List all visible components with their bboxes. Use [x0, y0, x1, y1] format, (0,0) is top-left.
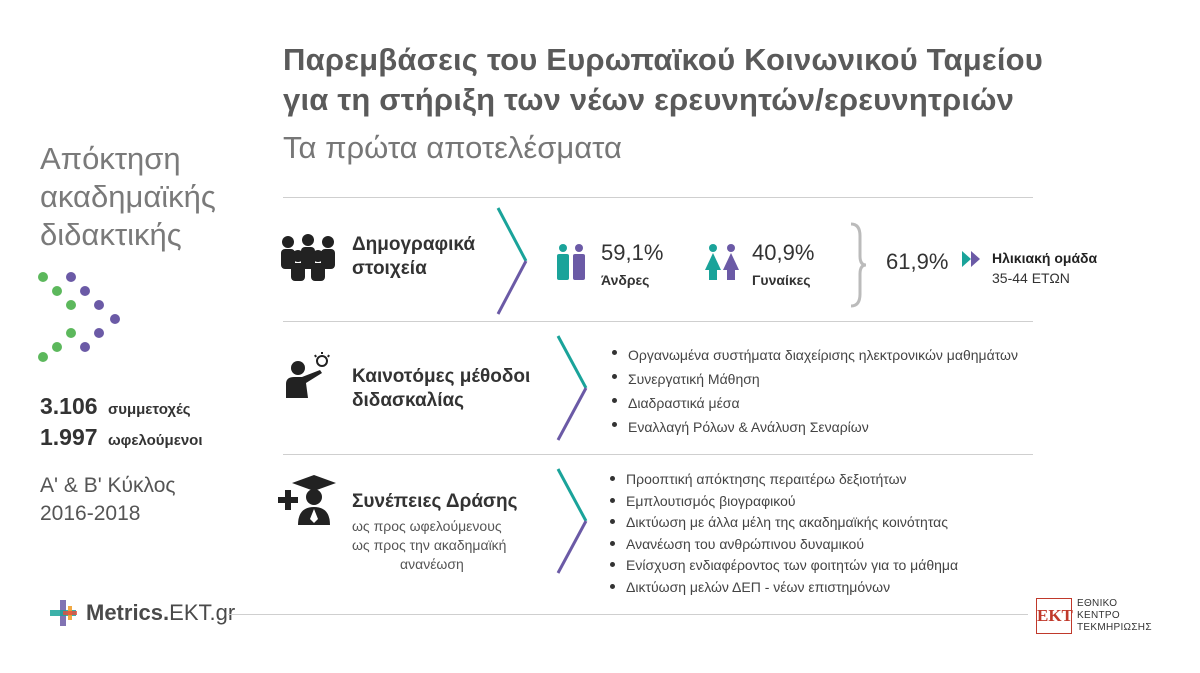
ekt-logo-text: ΕΘΝΙΚΟ ΚΕΝΤΡΟ ΤΕΚΜΗΡΙΩΣΗΣ — [1077, 598, 1152, 634]
left-title-line-3: διδακτικής — [40, 217, 182, 252]
cycle-line-1: Α' & Β' Κύκλος — [40, 474, 176, 497]
impact-sublabel: ως προς ωφελούμενους ως προς την ακαδημα… — [352, 517, 532, 574]
ekt-logo-mark: ΕΚΤ — [1037, 606, 1073, 625]
impact-list: Προοπτική απόκτησης περαιτέρω δεξιοτήτων… — [608, 469, 1028, 598]
left-title-line-2: ακαδημαϊκής — [40, 179, 216, 214]
list-item: Δικτύωση μελών ΔΕΠ - νέων επιστημόνων — [608, 577, 1028, 599]
graduate-plus-icon — [278, 473, 336, 525]
list-item: Προοπτική απόκτησης περαιτέρω δεξιοτήτων — [608, 469, 1028, 491]
age-group-label: Ηλικιακή ομάδα — [992, 250, 1098, 266]
cycle-info: Α' & Β' Κύκλος 2016-2018 — [40, 472, 176, 528]
list-item: Ενίσχυση ενδιαφέροντος των φοιτητών για … — [608, 555, 1028, 577]
left-title-line-1: Απόκτηση — [40, 141, 181, 176]
dots-arrow-graphic — [38, 272, 138, 362]
demographics-label: Δημογραφικά στοιχεία — [352, 233, 475, 281]
double-arrow-icon — [962, 251, 982, 267]
men-label: Άνδρες — [601, 272, 650, 288]
stat-beneficiaries: 1.997 ωφελούμενοι — [40, 424, 203, 451]
women-percent: 40,9% — [752, 240, 815, 265]
footer-divider — [228, 614, 1028, 615]
ekt-line-1: ΕΘΝΙΚΟ — [1077, 598, 1118, 609]
age-range: 35-44 ΕΤΩΝ — [992, 270, 1070, 286]
cycle-line-2: 2016-2018 — [40, 502, 141, 525]
women-label: Γυναίκες — [752, 272, 811, 288]
chevron-separator-2 — [556, 334, 590, 442]
brace-icon — [848, 222, 868, 308]
metrics-logo-domain: EKT.gr — [169, 600, 236, 625]
group-people-icon — [278, 232, 338, 286]
age-percent: 61,9% — [886, 249, 949, 274]
stat-participations: 3.106 συμμετοχές — [40, 393, 191, 420]
teacher-idea-icon — [282, 352, 334, 398]
demographics-label-line-1: Δημογραφικά — [352, 234, 476, 255]
impact-label: Συνέπειες Δράσης — [352, 491, 518, 512]
methods-label-line-1: Καινοτόμες μέθοδοι — [352, 366, 531, 387]
stat-beneficiaries-label: ωφελούμενοι — [107, 432, 203, 449]
methods-list: Οργανωμένα συστήματα διαχείρισης ηλεκτρο… — [610, 343, 1030, 439]
list-item: Διαδραστικά μέσα — [610, 391, 1030, 415]
list-item: Οργανωμένα συστήματα διαχείρισης ηλεκτρο… — [610, 343, 1030, 367]
list-item: Εμπλουτισμός βιογραφικού — [608, 491, 1028, 513]
page-title: Παρεμβάσεις του Ευρωπαϊκού Κοινωνικού Τα… — [283, 40, 1163, 120]
page-subtitle: Τα πρώτα αποτελέσματα — [283, 130, 622, 165]
title-line-2: για τη στήριξη των νέων ερευνητών/ερευνη… — [283, 82, 1015, 117]
title-line-1: Παρεμβάσεις του Ευρωπαϊκού Κοινωνικού Τα… — [283, 42, 1044, 77]
metrics-logo-text: Metrics.EKT.gr — [86, 600, 235, 626]
methods-label: Καινοτόμες μέθοδοι διδασκαλίας — [352, 365, 530, 413]
left-title: Απόκτηση ακαδημαϊκής διδακτικής — [40, 140, 260, 254]
impact-sub-line-2: ως προς την ακαδημαϊκή — [352, 537, 507, 553]
demographics-label-line-2: στοιχεία — [352, 258, 427, 279]
stat-participations-value: 3.106 — [40, 393, 98, 419]
list-item: Εναλλαγή Ρόλων & Ανάλυση Σεναρίων — [610, 415, 1030, 439]
section-divider-2 — [283, 454, 1033, 455]
stat-beneficiaries-value: 1.997 — [40, 424, 98, 450]
metrics-logo-icon — [48, 598, 80, 630]
male-icon — [555, 244, 589, 280]
chevron-separator-1 — [496, 206, 530, 316]
ekt-line-3: ΤΕΚΜΗΡΙΩΣΗΣ — [1077, 622, 1152, 633]
header-divider — [283, 197, 1033, 198]
metrics-logo-brand: Metrics. — [86, 600, 170, 625]
section-divider-1 — [283, 321, 1033, 322]
list-item: Συνεργατική Μάθηση — [610, 367, 1030, 391]
men-percent: 59,1% — [601, 240, 664, 265]
list-item: Ανανέωση του ανθρώπινου δυναμικού — [608, 534, 1028, 556]
ekt-logo-icon: ΕΚΤ — [1036, 598, 1073, 634]
list-item: Δικτύωση με άλλα μέλη της ακαδημαϊκής κο… — [608, 512, 1028, 534]
female-icon — [704, 244, 740, 280]
impact-sub-line-1: ως προς ωφελούμενους — [352, 518, 502, 534]
ekt-line-2: ΚΕΝΤΡΟ — [1077, 610, 1120, 621]
methods-label-line-2: διδασκαλίας — [352, 390, 465, 411]
chevron-separator-3 — [556, 467, 590, 575]
stat-participations-label: συμμετοχές — [107, 401, 191, 418]
impact-sub-line-3: ανανέωση — [400, 556, 464, 572]
